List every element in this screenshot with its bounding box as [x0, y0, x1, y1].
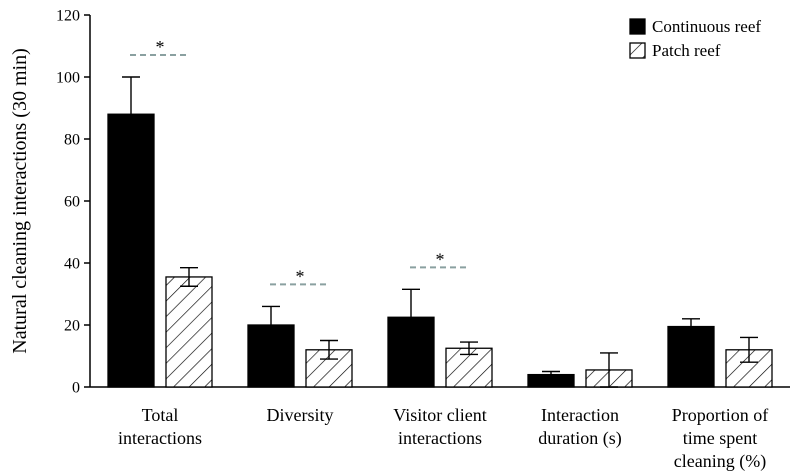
bar [527, 373, 575, 388]
significance-annotations: * * * [130, 37, 470, 286]
y-tick-label: 40 [64, 256, 80, 273]
x-category-label: interactions [398, 428, 482, 448]
x-category-label: Total [142, 405, 179, 425]
bar [667, 325, 715, 388]
x-category-label: time spent [683, 428, 758, 448]
x-category-label: Diversity [267, 405, 334, 425]
significance-star: * [436, 249, 445, 269]
x-category-label: duration (s) [538, 428, 621, 449]
x-category-label: Interaction [541, 405, 619, 425]
bar [247, 324, 295, 388]
y-tick-label: 100 [56, 70, 80, 87]
y-axis-label: Natural cleaning interactions (30 min) [9, 48, 31, 353]
significance-star: * [296, 266, 305, 286]
x-category-label: cleaning (%) [674, 451, 766, 472]
bar [387, 316, 435, 388]
bars [107, 76, 773, 388]
y-tick-label: 120 [56, 8, 80, 25]
y-tick-label: 60 [64, 194, 80, 211]
x-category-label: interactions [118, 428, 202, 448]
legend-swatch [629, 18, 646, 35]
x-category-label: Visitor client [393, 405, 486, 425]
legend-swatch [629, 42, 646, 59]
x-category-label: Proportion of [672, 405, 769, 425]
bar [107, 113, 155, 388]
bar [165, 276, 213, 388]
legend-label: Patch reef [652, 41, 721, 60]
y-tick-label: 80 [64, 132, 80, 149]
significance-star: * [156, 37, 165, 57]
legend-label: Continuous reef [652, 17, 761, 36]
y-tick-label: 20 [64, 318, 80, 335]
axes: 0 20 40 60 80 100 120 Natural cleaning interact… [9, 8, 790, 472]
legend: Continuous reef Patch reef [629, 17, 761, 60]
y-tick-label: 0 [72, 380, 80, 397]
